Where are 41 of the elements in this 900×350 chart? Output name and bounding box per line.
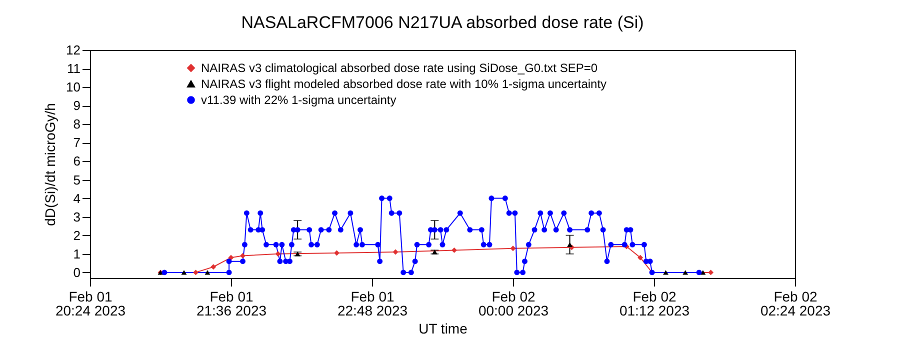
legend-label: v11.39 with 22% 1-sigma uncertainty <box>201 93 396 107</box>
x-tick-label: Feb 02 02:24 2023 <box>760 288 831 318</box>
y-tick-label: 7 <box>73 135 80 150</box>
x-tick-label: Feb 01 21:36 2023 <box>196 288 267 318</box>
y-tick-label: 2 <box>73 228 80 243</box>
point <box>638 254 644 260</box>
x-tick-label: Feb 01 22:48 2023 <box>337 288 408 318</box>
y-tick-label: 1 <box>73 246 80 262</box>
point <box>210 264 216 270</box>
y-tick-label: 10 <box>66 80 80 95</box>
point <box>204 270 210 275</box>
y-tick-label: 8 <box>73 116 80 132</box>
point <box>275 251 281 257</box>
point <box>682 270 688 275</box>
point <box>193 270 198 276</box>
y-tick-label: 9 <box>73 98 80 114</box>
y-tick-label: 0 <box>73 264 80 280</box>
x-tick-label: Feb 02 01:12 2023 <box>619 288 690 318</box>
y-tick-label: 3 <box>73 209 80 224</box>
point <box>510 246 516 252</box>
y-tick-label: 12 <box>66 42 80 58</box>
y-tick-label: 6 <box>73 154 80 169</box>
y-tick-label: 4 <box>73 190 80 206</box>
point <box>181 270 187 275</box>
point <box>240 253 246 258</box>
x-axis-title: UT time <box>418 320 468 336</box>
point <box>708 270 714 276</box>
point <box>392 249 398 255</box>
point <box>452 247 457 253</box>
x-tick-label: Feb 01 20:24 2023 <box>55 288 126 318</box>
y-tick-label: 11 <box>67 61 80 76</box>
chart-title: NASALaRCFM7006 N217UA absorbed dose rate (Si) <box>241 13 644 32</box>
point <box>334 250 340 256</box>
y-tick-label: 5 <box>73 172 80 188</box>
point <box>228 254 234 260</box>
x-tick-label: Feb 02 00:00 2023 <box>478 288 549 318</box>
point <box>567 242 573 248</box>
y-axis-title: dD(Si)/dt microGy/h <box>42 103 58 226</box>
legend-label: NAIRAS v3 flight modeled absorbed dose rate with 10% 1-sigma uncertainty <box>201 77 607 91</box>
point <box>663 270 668 275</box>
legend-label: NAIRAS v3 climatological absorbed dose rate using SiDose_G0.txt SEP=0 <box>201 61 598 75</box>
